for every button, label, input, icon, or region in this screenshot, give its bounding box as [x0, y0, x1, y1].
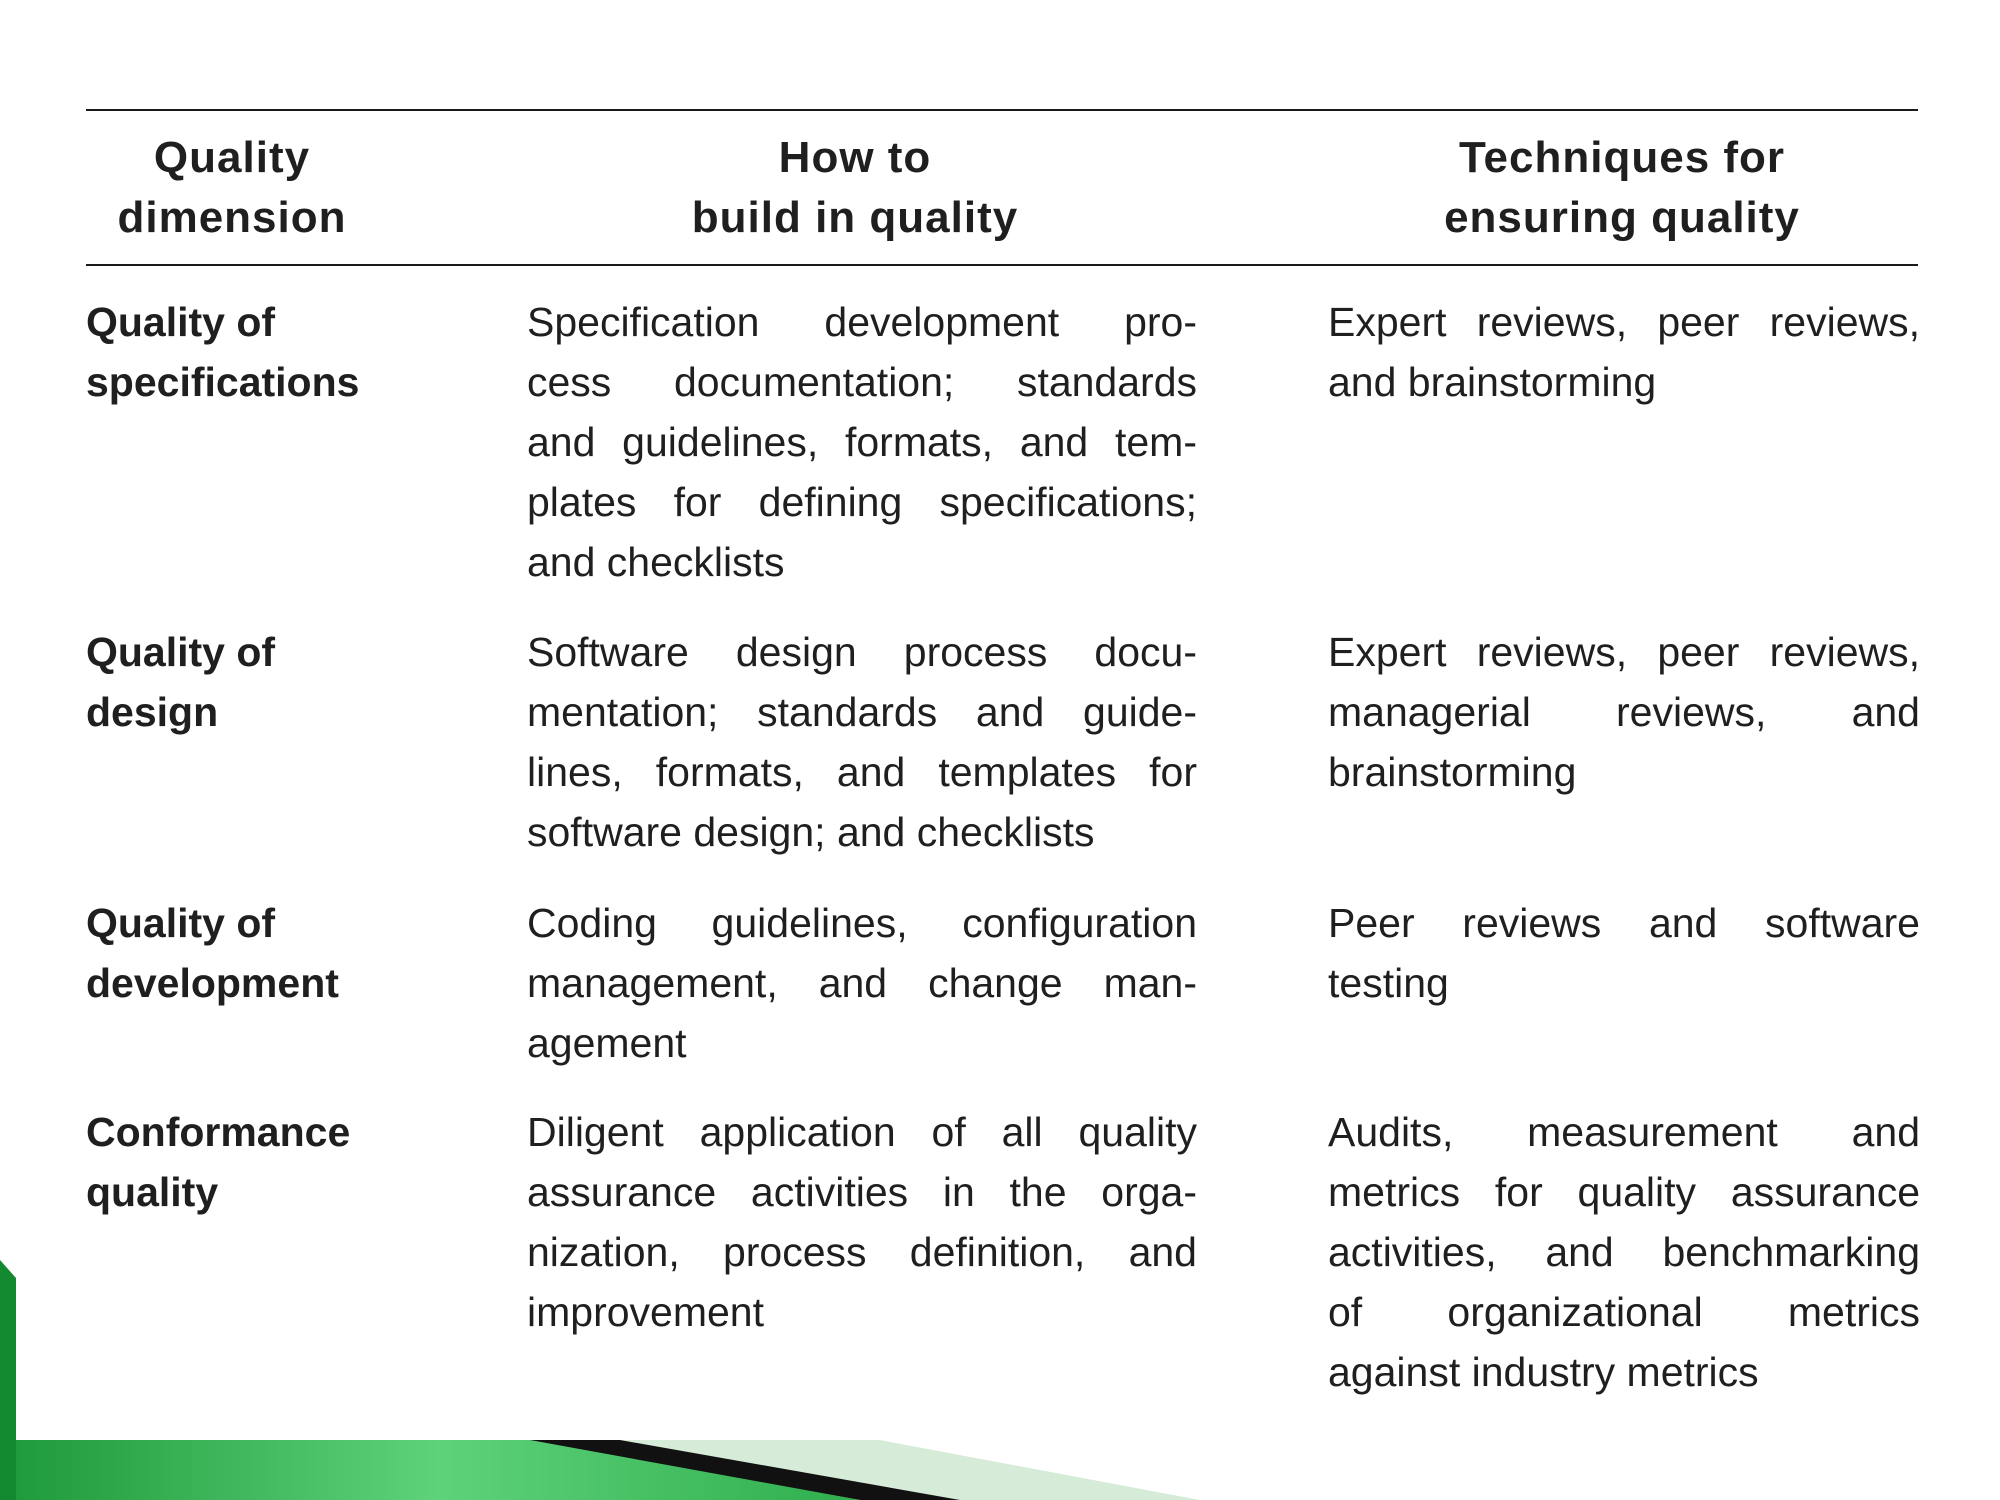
- footer-green-band: [16, 1440, 860, 1500]
- cell-line: activities, and benchmarking: [1328, 1229, 1920, 1275]
- cell-line: Quality of: [86, 900, 276, 946]
- cell-line: Expert reviews, peer reviews,: [1328, 629, 1920, 675]
- footer-dark-stripe: [520, 1440, 960, 1500]
- cell-line: Software design process docu-: [527, 629, 1197, 675]
- cell-line: Quality of: [86, 629, 276, 675]
- cell-line: management, and change man-: [527, 960, 1197, 1006]
- header-text: Quality: [153, 133, 311, 182]
- cell-line: design: [86, 689, 219, 735]
- header-text: build in quality: [691, 193, 1019, 242]
- row-2-dimension: Quality of design: [86, 622, 506, 742]
- table-top-rule: [86, 109, 1918, 111]
- cell-line: cess documentation; standards: [527, 359, 1197, 405]
- cell-line: Peer reviews and software: [1328, 900, 1920, 946]
- row-2-techniques: Expert reviews, peer reviews, managerial…: [1328, 622, 1920, 802]
- cell-line: Coding guidelines, configuration: [527, 900, 1197, 946]
- header-techniques: Techniques for ensuring quality: [1326, 128, 1918, 248]
- cell-line: mentation; standards and guide-: [527, 689, 1197, 735]
- cell-line: nization, process definition, and: [527, 1229, 1197, 1275]
- header-text: ensuring quality: [1444, 193, 1800, 242]
- row-1-build: Specification development pro- cess docu…: [527, 292, 1197, 592]
- cell-line: metrics for quality assurance: [1328, 1169, 1920, 1215]
- footer-pale-stripe: [560, 1440, 1200, 1500]
- footer-left-bar: [0, 1260, 16, 1500]
- header-quality-dimension: Quality dimension: [86, 128, 378, 248]
- cell-line: quality: [86, 1169, 219, 1215]
- table-header-rule: [86, 264, 1918, 266]
- cell-line: against industry metrics: [1328, 1349, 1759, 1395]
- cell-line: plates for defining specifications;: [527, 479, 1197, 525]
- row-4-build: Diligent application of all quality assu…: [527, 1102, 1197, 1342]
- header-text: Techniques for: [1458, 133, 1786, 182]
- cell-line: and guidelines, formats, and tem-: [527, 419, 1197, 465]
- cell-line: Diligent application of all quality: [527, 1109, 1197, 1155]
- row-4-techniques: Audits, measurement and metrics for qual…: [1328, 1102, 1920, 1402]
- cell-line: Audits, measurement and: [1328, 1109, 1920, 1155]
- cell-line: Expert reviews, peer reviews,: [1328, 299, 1920, 345]
- cell-line: assurance activities in the orga-: [527, 1169, 1197, 1215]
- cell-line: lines, formats, and templates for: [527, 749, 1197, 795]
- row-3-build: Coding guidelines, configuration managem…: [527, 893, 1197, 1073]
- cell-line: Specification development pro-: [527, 299, 1197, 345]
- row-4-dimension: Conformance quality: [86, 1102, 506, 1222]
- cell-line: managerial reviews, and: [1328, 689, 1920, 735]
- cell-line: and checklists: [527, 539, 785, 585]
- cell-line: improvement: [527, 1289, 764, 1335]
- cell-line: Conformance: [86, 1109, 351, 1155]
- cell-line: of organizational metrics: [1328, 1289, 1920, 1335]
- header-text: How to: [778, 133, 932, 182]
- row-3-dimension: Quality of development: [86, 893, 506, 1013]
- row-3-techniques: Peer reviews and software testing: [1328, 893, 1920, 1013]
- cell-line: agement: [527, 1020, 687, 1066]
- cell-line: brainstorming: [1328, 749, 1577, 795]
- header-how-to-build: How to build in quality: [510, 128, 1200, 248]
- cell-line: and brainstorming: [1328, 359, 1657, 405]
- cell-line: Quality of: [86, 299, 276, 345]
- cell-line: software design; and checklists: [527, 809, 1095, 855]
- header-text: dimension: [117, 193, 347, 242]
- row-2-build: Software design process docu- mentation;…: [527, 622, 1197, 862]
- row-1-techniques: Expert reviews, peer reviews, and brains…: [1328, 292, 1920, 412]
- cell-line: specifications: [86, 359, 360, 405]
- row-1-dimension: Quality of specifications: [86, 292, 506, 412]
- cell-line: development: [86, 960, 339, 1006]
- cell-line: testing: [1328, 960, 1449, 1006]
